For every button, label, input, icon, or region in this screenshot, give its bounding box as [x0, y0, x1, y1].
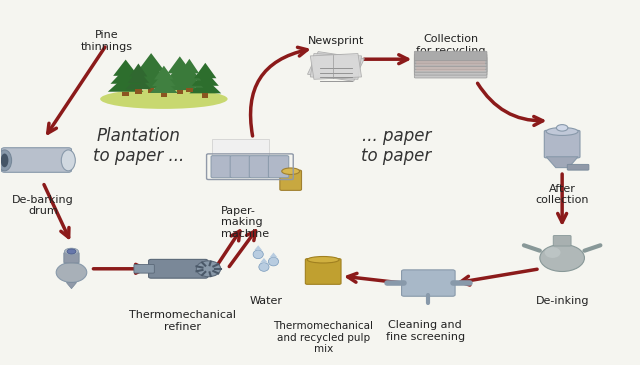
Polygon shape: [269, 253, 277, 257]
FancyBboxPatch shape: [401, 270, 455, 296]
Text: Plantation
to paper ...: Plantation to paper ...: [93, 127, 184, 165]
Polygon shape: [180, 59, 199, 73]
Text: Pine
thinnings: Pine thinnings: [81, 30, 132, 52]
Polygon shape: [111, 68, 141, 84]
FancyBboxPatch shape: [268, 156, 289, 178]
FancyBboxPatch shape: [414, 54, 487, 64]
Polygon shape: [260, 258, 268, 263]
Text: Paper-
making
machine: Paper- making machine: [221, 205, 269, 239]
Ellipse shape: [0, 150, 12, 171]
FancyBboxPatch shape: [414, 66, 487, 75]
FancyBboxPatch shape: [416, 58, 485, 65]
Ellipse shape: [1, 154, 8, 167]
FancyBboxPatch shape: [305, 259, 341, 284]
Ellipse shape: [546, 127, 578, 135]
FancyBboxPatch shape: [414, 60, 487, 69]
Text: Collection
for recycling: Collection for recycling: [416, 34, 485, 55]
Circle shape: [556, 124, 568, 131]
Polygon shape: [148, 88, 154, 93]
FancyBboxPatch shape: [148, 260, 208, 278]
FancyBboxPatch shape: [1, 148, 72, 172]
Ellipse shape: [307, 257, 339, 263]
Polygon shape: [108, 76, 143, 92]
Polygon shape: [127, 70, 149, 83]
Text: ... paper
to paper: ... paper to paper: [362, 127, 431, 165]
Polygon shape: [310, 54, 362, 79]
Polygon shape: [152, 72, 176, 86]
Text: Newsprint: Newsprint: [308, 36, 364, 46]
FancyBboxPatch shape: [211, 156, 232, 178]
Polygon shape: [177, 90, 183, 95]
Text: Thermomechanical
and recycled pulp
mix: Thermomechanical and recycled pulp mix: [273, 321, 373, 354]
FancyBboxPatch shape: [414, 57, 487, 66]
Polygon shape: [122, 92, 129, 96]
Polygon shape: [161, 93, 167, 97]
Text: Cleaning and
fine screening: Cleaning and fine screening: [385, 320, 465, 342]
Text: After
collection: After collection: [536, 184, 589, 205]
FancyBboxPatch shape: [134, 265, 154, 273]
Polygon shape: [254, 245, 262, 250]
Polygon shape: [154, 66, 173, 80]
Polygon shape: [138, 53, 164, 71]
Polygon shape: [194, 63, 216, 78]
FancyBboxPatch shape: [544, 130, 580, 158]
Polygon shape: [129, 64, 147, 77]
FancyBboxPatch shape: [414, 63, 487, 72]
Ellipse shape: [282, 168, 300, 174]
Text: De-barking
drum: De-barking drum: [12, 195, 74, 216]
FancyBboxPatch shape: [64, 253, 79, 263]
FancyBboxPatch shape: [567, 164, 589, 170]
FancyBboxPatch shape: [249, 156, 269, 178]
Ellipse shape: [253, 250, 263, 259]
Ellipse shape: [540, 245, 584, 272]
Polygon shape: [167, 56, 192, 73]
FancyBboxPatch shape: [414, 69, 487, 78]
Polygon shape: [175, 73, 204, 88]
Polygon shape: [212, 139, 269, 157]
Text: De-inking: De-inking: [536, 296, 589, 306]
Ellipse shape: [100, 89, 228, 109]
Text: Thermomechanical
refiner: Thermomechanical refiner: [129, 310, 237, 332]
FancyBboxPatch shape: [280, 170, 301, 191]
Polygon shape: [67, 283, 77, 289]
Polygon shape: [192, 70, 219, 86]
FancyBboxPatch shape: [414, 51, 487, 61]
FancyBboxPatch shape: [230, 156, 250, 178]
Polygon shape: [186, 88, 193, 92]
Polygon shape: [150, 79, 178, 93]
Polygon shape: [135, 89, 141, 93]
Ellipse shape: [268, 257, 278, 266]
Polygon shape: [132, 70, 170, 88]
Ellipse shape: [61, 150, 76, 171]
Text: Water: Water: [250, 296, 282, 306]
Ellipse shape: [545, 247, 561, 258]
Polygon shape: [125, 76, 151, 89]
Polygon shape: [202, 93, 209, 98]
Ellipse shape: [65, 248, 79, 255]
Ellipse shape: [56, 262, 87, 283]
Polygon shape: [310, 54, 362, 79]
Polygon shape: [164, 65, 195, 82]
Polygon shape: [162, 73, 198, 90]
Polygon shape: [135, 62, 168, 80]
FancyBboxPatch shape: [553, 235, 571, 246]
Polygon shape: [189, 78, 221, 93]
Ellipse shape: [196, 261, 221, 277]
Polygon shape: [546, 157, 578, 168]
FancyBboxPatch shape: [416, 64, 485, 71]
Polygon shape: [177, 66, 202, 81]
Polygon shape: [307, 51, 364, 81]
Ellipse shape: [259, 263, 269, 271]
Circle shape: [67, 249, 76, 254]
Polygon shape: [113, 59, 138, 76]
